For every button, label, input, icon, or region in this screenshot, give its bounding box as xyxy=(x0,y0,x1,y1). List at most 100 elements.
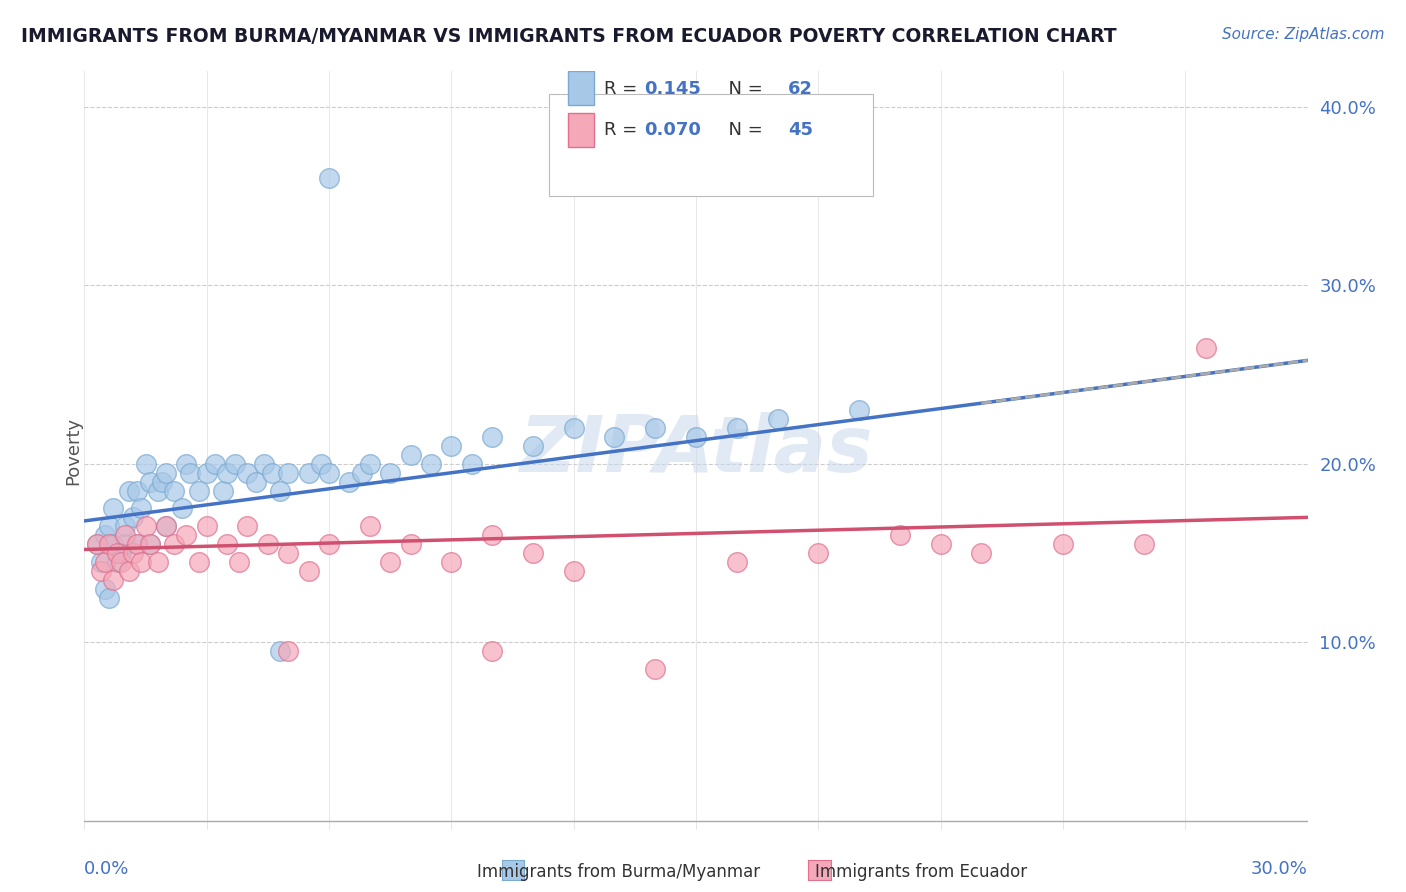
Point xyxy=(86,537,108,551)
Point xyxy=(380,555,402,569)
Y-axis label: Poverty: Poverty xyxy=(65,417,82,484)
Point xyxy=(114,537,136,551)
Text: 62: 62 xyxy=(787,79,813,98)
Text: ZIPAtlas: ZIPAtlas xyxy=(519,412,873,489)
Point xyxy=(350,466,373,480)
Point xyxy=(562,421,585,435)
Point xyxy=(929,537,952,551)
Point xyxy=(217,466,239,480)
Text: 45: 45 xyxy=(787,120,813,139)
Point xyxy=(339,475,361,489)
Point xyxy=(217,537,239,551)
Point xyxy=(236,466,259,480)
Point xyxy=(481,430,503,444)
Point xyxy=(150,475,173,489)
Point xyxy=(318,466,340,480)
Point xyxy=(105,555,128,569)
Point xyxy=(725,555,748,569)
Point xyxy=(603,430,626,444)
Point xyxy=(245,475,267,489)
Point xyxy=(277,546,299,560)
Point xyxy=(195,519,218,533)
Point xyxy=(195,466,218,480)
Point xyxy=(228,555,250,569)
Point xyxy=(105,546,128,560)
Point xyxy=(86,537,108,551)
Point xyxy=(380,466,402,480)
FancyBboxPatch shape xyxy=(568,113,595,147)
Point xyxy=(172,501,194,516)
Point xyxy=(522,439,544,453)
Point xyxy=(889,528,911,542)
Text: 30.0%: 30.0% xyxy=(1251,860,1308,878)
Point xyxy=(269,644,291,658)
Point xyxy=(257,537,280,551)
Point xyxy=(359,457,381,471)
Point xyxy=(138,537,160,551)
Point xyxy=(101,573,124,587)
Point xyxy=(114,519,136,533)
Point xyxy=(174,457,197,471)
Point xyxy=(135,457,157,471)
Text: N =: N = xyxy=(717,120,768,139)
Point xyxy=(848,403,870,417)
Point xyxy=(298,466,321,480)
Point xyxy=(318,537,340,551)
Point xyxy=(146,555,169,569)
Point xyxy=(204,457,226,471)
Point xyxy=(101,501,124,516)
Point xyxy=(90,555,112,569)
Point xyxy=(309,457,332,471)
Point xyxy=(766,412,789,426)
Text: 0.070: 0.070 xyxy=(644,120,702,139)
Point xyxy=(155,466,177,480)
Point xyxy=(420,457,443,471)
Point xyxy=(236,519,259,533)
Point xyxy=(260,466,283,480)
Point xyxy=(187,555,209,569)
Point xyxy=(277,644,299,658)
Point xyxy=(1195,341,1218,355)
Point xyxy=(138,475,160,489)
Text: Source: ZipAtlas.com: Source: ZipAtlas.com xyxy=(1222,27,1385,42)
Point xyxy=(212,483,235,498)
Point xyxy=(522,546,544,560)
Point xyxy=(644,662,666,676)
Text: Immigrants from Burma/Myanmar: Immigrants from Burma/Myanmar xyxy=(477,863,761,881)
Point xyxy=(461,457,484,471)
Text: Immigrants from Ecuador: Immigrants from Ecuador xyxy=(815,863,1026,881)
Point xyxy=(1133,537,1156,551)
Point xyxy=(807,546,830,560)
Point xyxy=(174,528,197,542)
Point xyxy=(110,546,132,560)
Text: 0.145: 0.145 xyxy=(644,79,702,98)
Point xyxy=(135,519,157,533)
Point xyxy=(725,421,748,435)
Point xyxy=(318,171,340,186)
Text: 0.0%: 0.0% xyxy=(84,860,129,878)
Point xyxy=(644,421,666,435)
Point xyxy=(110,555,132,569)
Point xyxy=(179,466,201,480)
Point xyxy=(155,519,177,533)
Point xyxy=(101,537,124,551)
Point xyxy=(399,537,422,551)
Point xyxy=(114,528,136,542)
Point xyxy=(146,483,169,498)
Point xyxy=(118,483,141,498)
Point xyxy=(253,457,276,471)
Point xyxy=(93,555,115,569)
Point xyxy=(127,483,149,498)
Point xyxy=(1052,537,1074,551)
Point xyxy=(163,537,186,551)
Point xyxy=(138,537,160,551)
Point xyxy=(562,564,585,578)
Point xyxy=(277,466,299,480)
Point xyxy=(97,591,120,605)
Point xyxy=(122,510,145,524)
Point xyxy=(685,430,707,444)
Point xyxy=(131,555,153,569)
Point xyxy=(93,528,115,542)
Point xyxy=(131,501,153,516)
Point xyxy=(93,582,115,596)
